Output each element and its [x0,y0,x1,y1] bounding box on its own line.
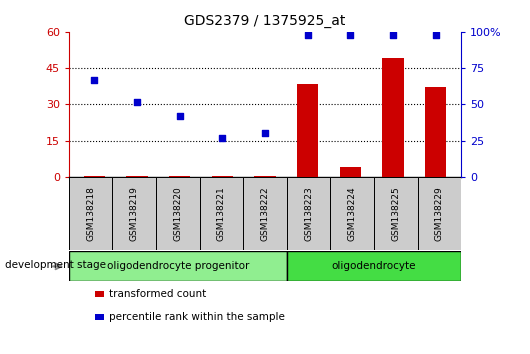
Text: GSM138220: GSM138220 [173,186,182,241]
Bar [156,177,200,250]
Text: GSM138218: GSM138218 [86,186,95,241]
Point [261,131,269,136]
Text: GSM138223: GSM138223 [304,186,313,241]
Point [218,135,227,141]
Bar [69,177,112,250]
Point [133,99,142,104]
Text: GSM138225: GSM138225 [391,186,400,241]
Text: GSM138221: GSM138221 [217,186,226,241]
Bar [287,251,461,281]
Bar [374,177,418,250]
Text: GSM138229: GSM138229 [435,186,444,241]
Point [175,113,184,119]
Bar [243,177,287,250]
Text: oligodendrocyte progenitor: oligodendrocyte progenitor [107,261,249,272]
Point [90,77,99,82]
Bar [200,177,243,250]
Text: transformed count: transformed count [109,289,206,299]
Bar [340,167,361,177]
Bar [69,251,287,281]
Bar [84,176,105,177]
Text: GSM138224: GSM138224 [348,186,357,241]
Text: percentile rank within the sample: percentile rank within the sample [109,312,285,322]
Bar [127,176,148,177]
Point [388,32,397,38]
Point [303,32,312,38]
Bar [425,87,446,177]
Point [346,32,355,38]
Text: GSM138219: GSM138219 [130,186,139,241]
Text: GDS2379 / 1375925_at: GDS2379 / 1375925_at [184,14,346,28]
Bar [418,177,461,250]
Bar [382,58,403,177]
Bar [112,177,156,250]
Bar [169,176,190,177]
Text: development stage: development stage [5,259,107,270]
Bar [211,176,233,177]
Bar [254,176,276,177]
Point [431,32,440,38]
Bar [297,84,319,177]
Text: oligodendrocyte: oligodendrocyte [332,261,416,272]
Bar [287,177,330,250]
Text: GSM138222: GSM138222 [261,186,269,241]
Bar [330,177,374,250]
